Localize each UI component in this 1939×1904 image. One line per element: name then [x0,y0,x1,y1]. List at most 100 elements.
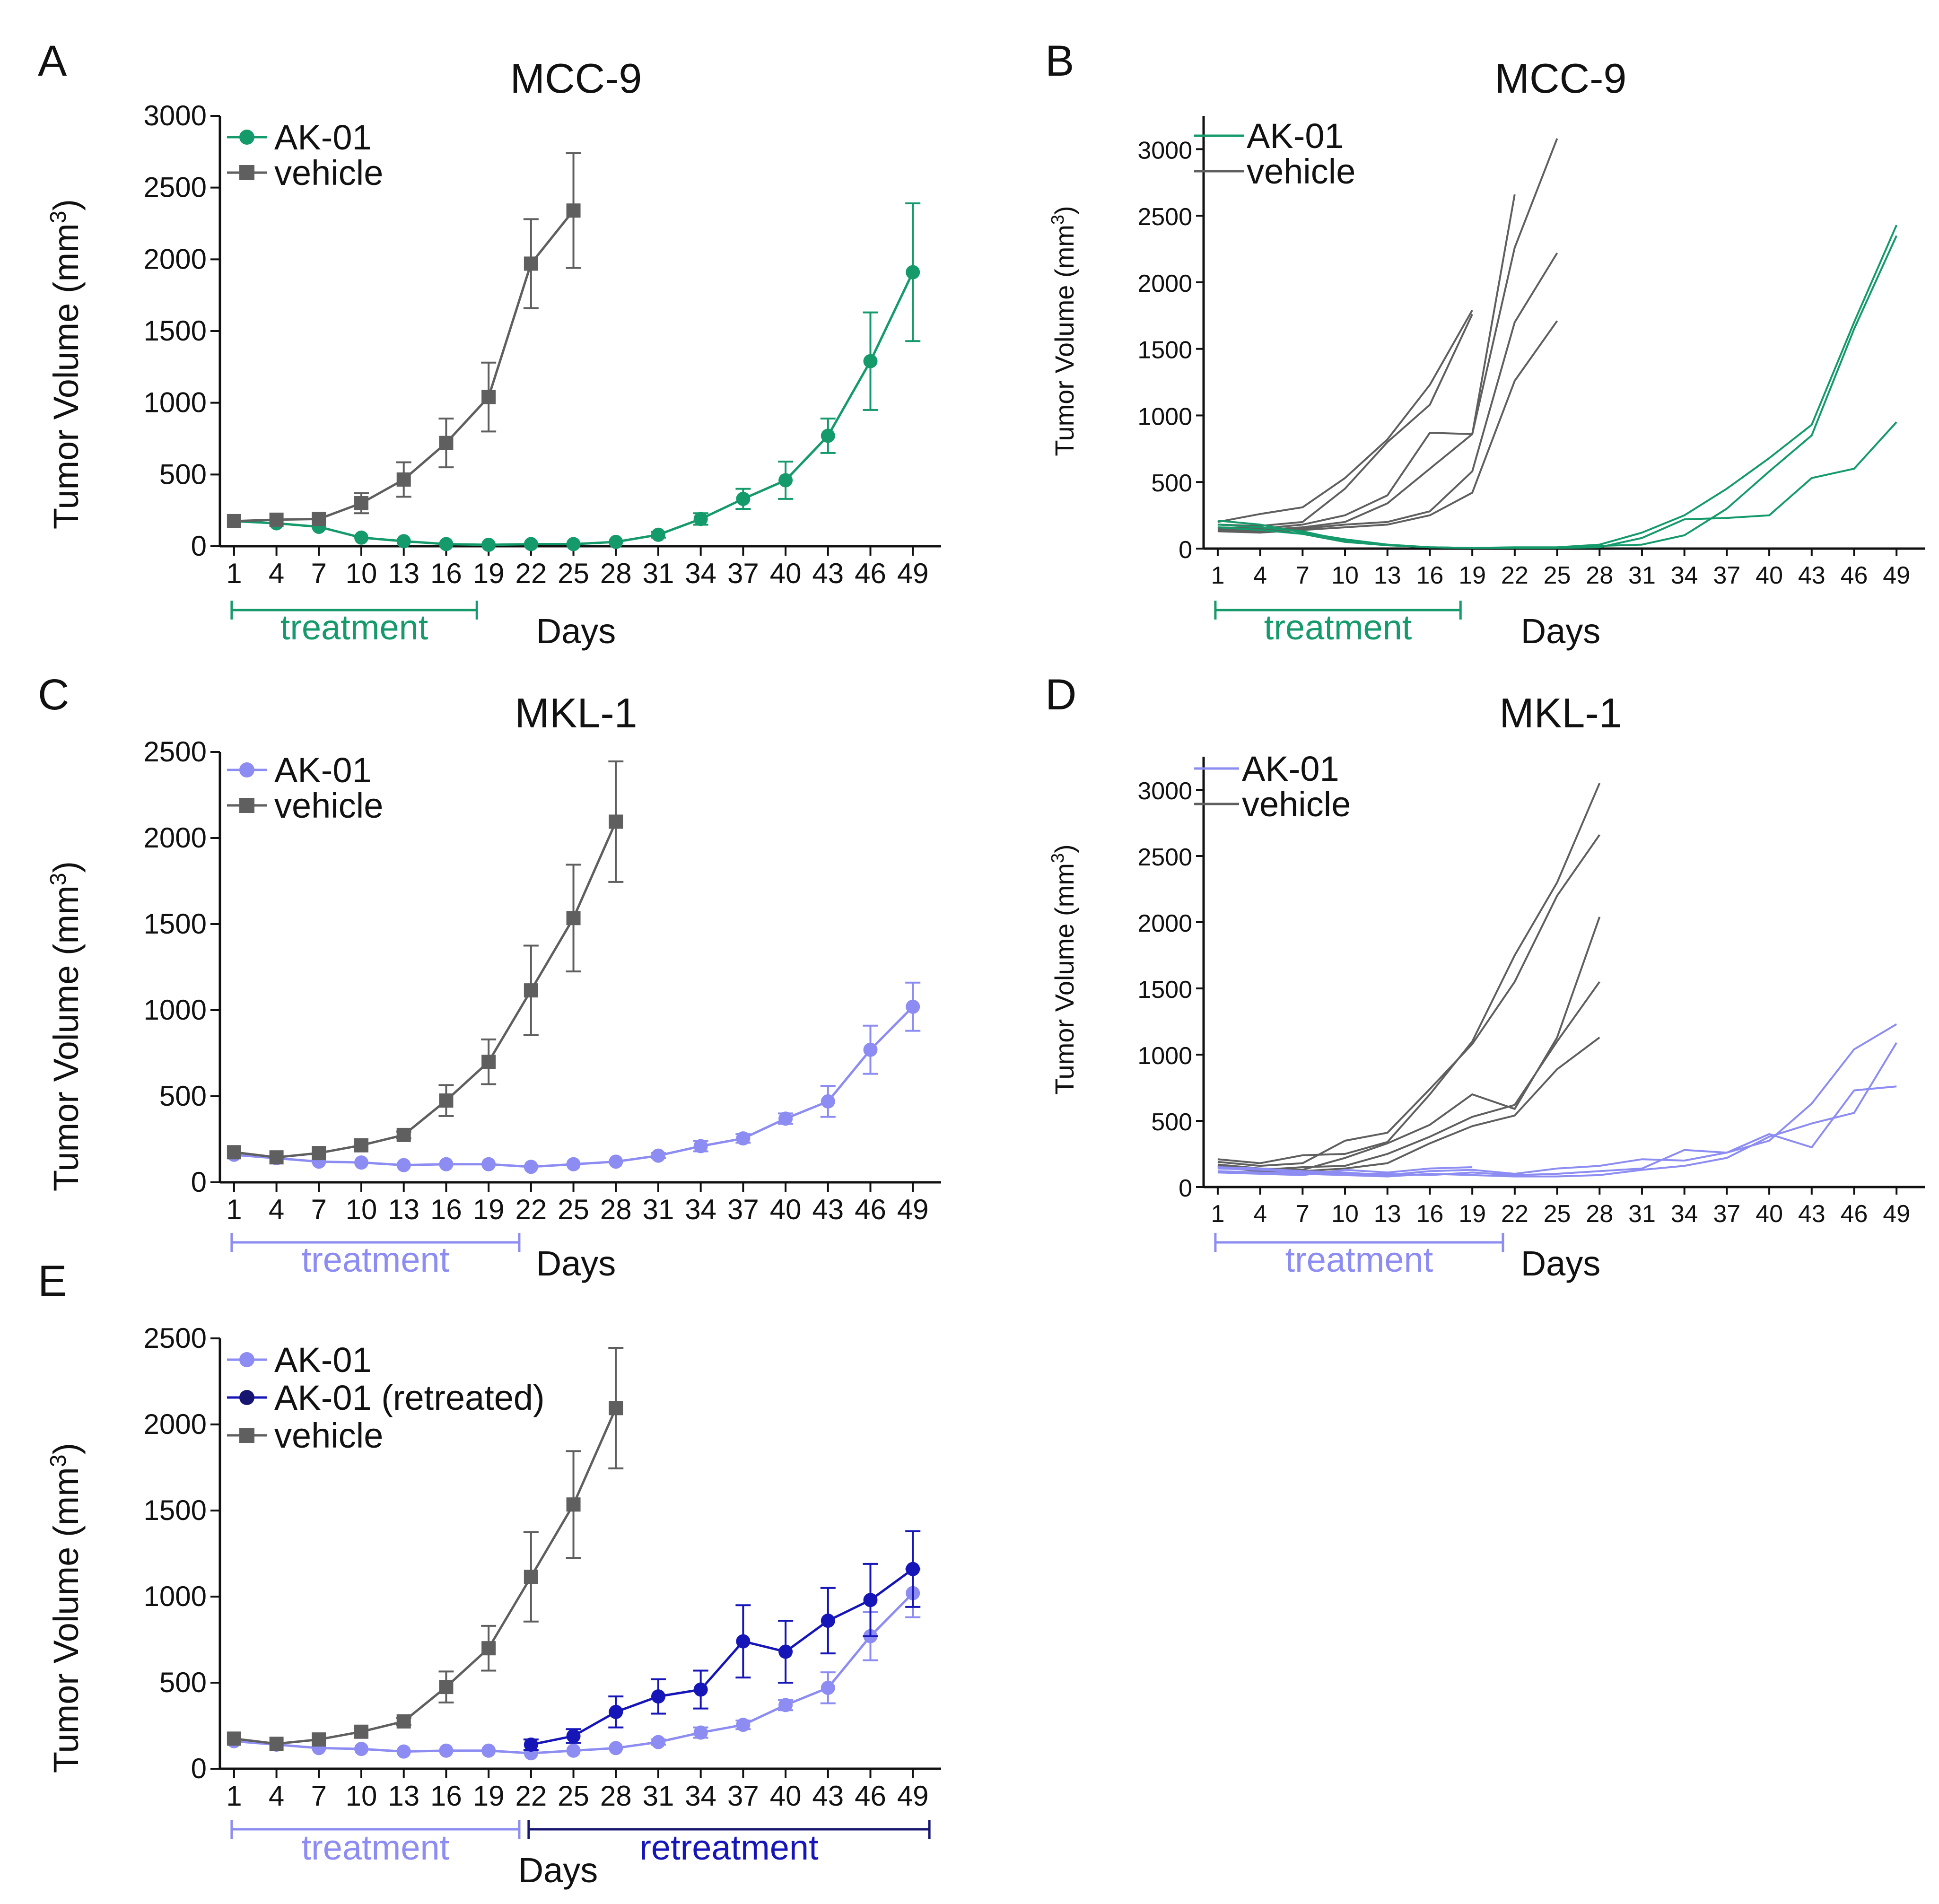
data-point [354,1155,369,1170]
panel-a-ylabel: Tumor Volume (mm3) [46,199,86,529]
panel-a-xlabel: Days [536,611,616,651]
x-tick-label: 34 [685,1780,716,1812]
data-point [906,1562,920,1576]
data-point [227,1145,241,1160]
x-tick-label: 16 [430,1780,462,1812]
panel-d-xlabel: Days [1521,1244,1601,1283]
x-tick-label: 31 [1628,1200,1656,1228]
legend-label-ak01: AK-01 [274,751,372,790]
data-point [609,814,623,829]
legend-label-vehicle: vehicle [274,1416,383,1455]
series-line [1217,783,1601,1164]
data-point [481,1055,496,1069]
x-tick-label: 31 [1628,562,1656,589]
x-tick-label: 25 [558,1780,589,1812]
panel-a-title: MCC-9 [510,55,642,102]
data-point [906,999,920,1014]
y-tick-label: 0 [191,1753,207,1784]
data-point [821,1613,835,1628]
x-tick-label: 46 [1841,562,1868,589]
series-line [1217,194,1516,530]
data-point [524,983,538,998]
panel-d-plot: 0 500 1000 1500 2000 2500 3000 1 4 7 10 13 16 19 22 25 2… [1137,757,1925,1279]
x-tick-label: 19 [1459,562,1486,589]
x-tick-label: 25 [1544,562,1571,589]
legend-item-vehicle: vehicle [227,786,383,825]
series-line [1217,1023,1897,1176]
y-tick-label: 2000 [144,243,207,275]
x-tick-label: 13 [388,558,419,589]
legend-label-vehicle: vehicle [1242,785,1351,824]
y-tick-label: 2500 [1137,203,1192,231]
treatment-label: treatment [280,608,428,647]
y-tick-label: 1500 [144,315,207,347]
series-line [1217,138,1558,531]
legend-label-ak01-retreated: AK-01 (retreated) [274,1378,545,1417]
data-point [439,1743,454,1758]
y-tick-label: 3000 [144,100,207,131]
series-line [234,271,914,546]
x-tick-label: 43 [812,1780,844,1812]
panel-letter-a: A [38,37,67,85]
legend-label-vehicle: vehicle [274,153,383,192]
data-point [906,265,920,279]
data-point [863,1042,878,1057]
x-tick-label: 49 [1883,562,1910,589]
x-tick-label: 1 [226,558,242,589]
x-tick-label: 1 [1211,562,1224,589]
data-point [566,1497,581,1512]
data-point [736,1634,751,1649]
x-tick-label: 1 [226,1780,242,1812]
data-point [609,1704,623,1719]
x-tick-label: 43 [1798,1200,1825,1228]
legend-item-vehicle: vehicle [227,1416,383,1455]
x-tick-label: 10 [346,558,377,589]
data-point [312,1732,326,1747]
data-point [227,1731,241,1746]
y-tick-label: 0 [191,1166,207,1198]
y-tick-label: 1500 [1137,337,1192,364]
x-tick-label: 49 [897,1194,929,1225]
legend-label-ak01: AK-01 [274,118,372,157]
x-tick-label: 4 [269,1780,284,1812]
x-tick-label: 49 [897,1780,929,1812]
x-tick-label: 28 [600,558,632,589]
legend-item-ak01: AK-01 [227,1340,372,1380]
panel-b-plot: 0 500 1000 1500 2000 2500 3000 1 4 7 10 13 16 19 22 25 2… [1137,116,1925,647]
series-line [1217,1042,1897,1178]
x-tick-label: 43 [812,558,844,589]
legend-item-vehicle: vehicle [1194,785,1351,824]
data-point [312,512,326,526]
data-point [566,1157,581,1171]
y-tick-label: 2500 [144,172,207,203]
x-tick-label: 4 [1253,562,1267,589]
panel-b-legend: AK-01 vehicle [1194,116,1355,191]
y-tick-label: 500 [159,1667,207,1698]
data-point [396,472,411,487]
data-point [312,1146,326,1161]
series-line [1217,225,1898,549]
panel-c-ylabel: Tumor Volume (mm3) [46,861,86,1191]
y-tick-label: 2500 [144,736,207,768]
data-point [354,1742,369,1756]
data-point [354,496,369,510]
y-tick-label: 3000 [1137,137,1192,164]
data-point [778,1111,793,1126]
data-point [566,1743,581,1758]
panel-d-ylabel: Tumor Volume (mm3) [1048,844,1079,1094]
x-tick-label: 10 [1331,562,1359,589]
x-tick-label: 25 [558,558,589,589]
panel-e-ylabel: Tumor Volume (mm3) [46,1443,86,1773]
x-tick-label: 10 [346,1194,377,1225]
data-point [736,491,751,506]
y-tick-label: 1000 [1137,403,1192,430]
panel-c-xlabel: Days [536,1244,616,1283]
y-tick-label: 1500 [144,908,207,940]
series-line [1217,1085,1897,1176]
series-line [1217,235,1898,549]
y-tick-label: 1000 [144,1581,207,1612]
legend-label-ak01: AK-01 [274,1340,372,1380]
x-tick-label: 43 [1798,562,1825,589]
data-point [481,1157,496,1171]
x-tick-label: 43 [812,1194,844,1225]
